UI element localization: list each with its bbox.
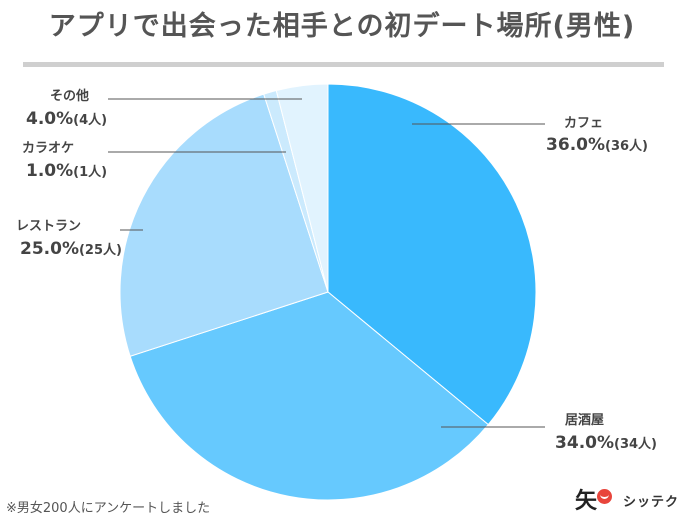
slice-value-karaoke: 1.0%(1人): [26, 161, 107, 181]
slice-value-restaurant: 25.0%(25人): [20, 239, 122, 259]
smiley-face-icon: [597, 489, 612, 504]
logo-mark: 矢: [575, 489, 598, 514]
survey-footnote: ※男女200人にアンケートしました: [6, 501, 211, 516]
slice-value-other: 4.0%(4人): [26, 109, 107, 129]
slice-label-cafe: カフェ: [564, 116, 603, 131]
slice-label-restaurant: レストラン: [16, 219, 81, 234]
slice-value-cafe: 36.0%(36人): [546, 135, 648, 155]
slice-label-karaoke: カラオケ: [22, 141, 74, 156]
pie-slice-cafe: [327, 83, 537, 426]
slice-value-izakaya: 34.0%(34人): [555, 433, 657, 453]
pie-slice-other: [275, 83, 329, 293]
slice-label-other: その他: [50, 88, 89, 104]
logo-text: シッテク: [623, 495, 680, 510]
brand-logo: 矢 シッテク: [575, 483, 680, 514]
pie-slice-izakaya: [129, 291, 489, 501]
title-underline: [23, 62, 664, 67]
slice-label-izakaya: 居酒屋: [565, 413, 604, 428]
chart-title: アプリで出会った相手との初デート場所(男性): [48, 11, 636, 42]
pie-slice-restaurant: [119, 93, 329, 357]
